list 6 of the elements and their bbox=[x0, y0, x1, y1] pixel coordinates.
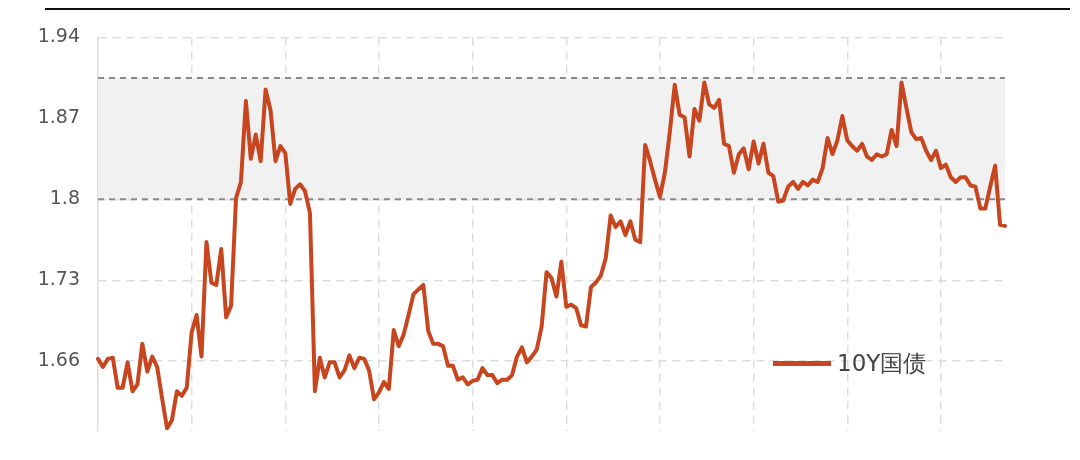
y-tick-label: 1.66 bbox=[37, 348, 80, 371]
y-tick-label: 1.73 bbox=[37, 267, 80, 290]
y-tick-label: 1.8 bbox=[49, 186, 80, 209]
y-tick-label: 1.87 bbox=[37, 105, 80, 128]
y-tick-label: 1.94 bbox=[37, 24, 80, 47]
legend-label: 10Y国债 bbox=[837, 349, 927, 378]
